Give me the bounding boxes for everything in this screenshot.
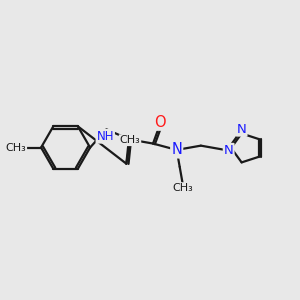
Text: CH₃: CH₃ [5, 142, 26, 152]
Text: CH₃: CH₃ [172, 183, 193, 193]
Text: NH: NH [97, 130, 114, 143]
Text: N: N [237, 123, 247, 136]
Text: CH₃: CH₃ [120, 135, 140, 145]
Text: O: O [154, 115, 166, 130]
Text: N: N [171, 142, 182, 158]
Text: N: N [224, 144, 233, 157]
